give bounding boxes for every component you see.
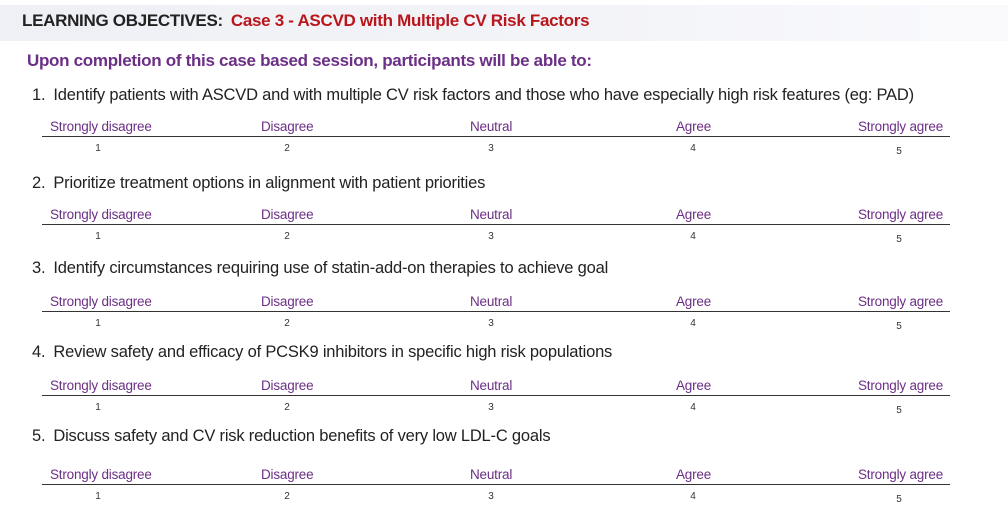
rating-option-neutral[interactable]: Neutral [470,294,513,309]
rating-option-strongly-disagree[interactable]: Strongly disagree [50,467,152,482]
scale-number: 1 [95,491,101,502]
rating-option-strongly-agree[interactable]: Strongly agree [858,467,944,482]
objective-number: 4. [32,343,46,361]
objective-4: 4. Review safety and efficacy of PCSK9 in… [32,343,612,362]
rating-option-strongly-agree[interactable]: Strongly agree [858,378,944,393]
rating-option-strongly-disagree[interactable]: Strongly disagree [50,378,152,393]
objective-number: 1. [32,86,46,104]
rating-option-strongly-disagree[interactable]: Strongly disagree [50,207,152,222]
scale-line [42,311,950,312]
scale-number: 3 [488,402,494,413]
scale-number: 4 [690,402,696,413]
scale-number: 3 [488,231,494,242]
scale-number: 5 [896,321,902,332]
scale-number: 5 [896,494,902,505]
scale-number: 2 [284,318,290,329]
objective-2: 2. Prioritize treatment options in alignm… [32,174,485,193]
scale-number: 4 [690,231,696,242]
objective-text: Identify patients with ASCVD and with mu… [53,86,914,104]
scale-number: 1 [95,402,101,413]
scale-number: 2 [284,231,290,242]
objective-number: 3. [32,259,46,277]
rating-option-neutral[interactable]: Neutral [470,207,513,222]
scale-number: 4 [690,143,696,154]
rating-option-agree[interactable]: Agree [676,207,712,222]
rating-option-disagree[interactable]: Disagree [261,207,314,222]
scale-line [42,395,950,396]
rating-scale-4: Strongly disagree Disagree Neutral Agree… [42,378,950,418]
scale-number: 4 [690,491,696,502]
scale-number: 2 [284,143,290,154]
scale-line [42,136,950,137]
rating-option-strongly-disagree[interactable]: Strongly disagree [50,294,152,309]
intro-text: Upon completion of this case based sessi… [27,51,592,70]
objective-text: Review safety and efficacy of PCSK9 inhi… [53,343,613,361]
scale-number: 1 [95,318,101,329]
scale-line [42,484,950,485]
scale-line [42,224,950,225]
scale-number: 4 [690,318,696,329]
rating-option-strongly-agree[interactable]: Strongly agree [858,294,944,309]
rating-option-disagree[interactable]: Disagree [261,467,314,482]
objective-text: Identify circumstances requiring use of … [53,259,609,277]
scale-number: 1 [95,231,101,242]
objective-3: 3. Identify circumstances requiring use o… [32,259,608,278]
rating-option-agree[interactable]: Agree [676,467,712,482]
rating-option-disagree[interactable]: Disagree [261,378,314,393]
rating-option-strongly-disagree[interactable]: Strongly disagree [50,119,152,134]
objective-number: 2. [32,174,46,192]
scale-number: 3 [488,318,494,329]
header-title: Case 3 - ASCVD with Multiple CV Risk Fac… [230,11,590,30]
rating-scale-2: Strongly disagree Disagree Neutral Agree… [42,207,950,247]
rating-option-disagree[interactable]: Disagree [261,119,314,134]
rating-option-neutral[interactable]: Neutral [470,119,513,134]
scale-number: 3 [488,491,494,502]
objective-1: 1. Identify patients with ASCVD and with … [32,86,914,105]
rating-option-agree[interactable]: Agree [676,294,712,309]
rating-scale-3: Strongly disagree Disagree Neutral Agree… [42,294,950,334]
header: LEARNING OBJECTIVES: Case 3 - ASCVD with … [22,11,590,31]
scale-number: 3 [488,143,494,154]
scale-number: 1 [95,143,101,154]
objective-text: Prioritize treatment options in alignmen… [53,174,486,192]
rating-option-neutral[interactable]: Neutral [470,378,513,393]
objective-number: 5. [32,427,46,445]
rating-option-agree[interactable]: Agree [676,378,712,393]
rating-option-strongly-agree[interactable]: Strongly agree [858,119,944,134]
rating-option-agree[interactable]: Agree [676,119,712,134]
rating-option-disagree[interactable]: Disagree [261,294,314,309]
scale-number: 5 [896,146,902,157]
scale-number: 2 [284,491,290,502]
rating-option-strongly-agree[interactable]: Strongly agree [858,207,944,222]
header-prefix: LEARNING OBJECTIVES: [22,11,223,30]
scale-number: 5 [896,234,902,245]
objective-text: Discuss safety and CV risk reduction ben… [53,427,551,445]
scale-number: 5 [896,405,902,416]
header-band [0,5,1008,41]
scale-number: 2 [284,402,290,413]
rating-scale-1: Strongly disagree Disagree Neutral Agree… [42,119,950,159]
rating-option-neutral[interactable]: Neutral [470,467,513,482]
rating-scale-5: Strongly disagree Disagree Neutral Agree… [42,467,950,507]
objective-5: 5. Discuss safety and CV risk reduction b… [32,427,551,446]
